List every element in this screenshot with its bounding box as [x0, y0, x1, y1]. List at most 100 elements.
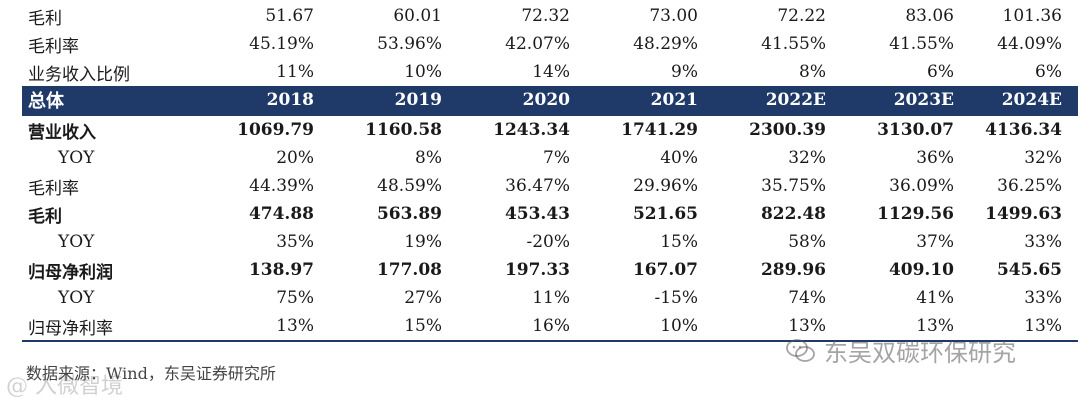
table-cell: 14% — [532, 62, 570, 82]
table-cell: 10% — [404, 62, 442, 82]
row-label: 总体 — [22, 86, 200, 115]
column-header: 2021 — [584, 86, 712, 115]
table-cell: 7% — [543, 148, 570, 168]
table-cell: 4136.34 — [968, 114, 1078, 144]
row-label: 归母净利润 — [28, 262, 113, 283]
table-cell: 73.00 — [649, 6, 698, 26]
table-cell: 45.19% — [249, 34, 314, 54]
column-header: 2018 — [200, 86, 328, 115]
wechat-icon — [786, 338, 815, 362]
table-row: 营业收入 1069.79 1160.58 1243.34 1741.29 2300.39 3… — [22, 114, 1078, 144]
table-cell: 20% — [276, 148, 314, 168]
row-label: 业务收入比例 — [28, 64, 130, 85]
table-cell: 35.75% — [761, 176, 826, 196]
table-cell: 72.32 — [521, 6, 570, 26]
table-cell: 8% — [415, 148, 442, 168]
table-body: 毛利 51.67 60.01 72.32 73.00 72.22 83.06 101.36 毛利… — [22, 2, 1078, 342]
table-cell: 72.22 — [777, 6, 826, 26]
table-row: 毛利率 44.39% 48.59% 36.47% 29.96% 35.75% 36.09% 3… — [22, 172, 1078, 200]
row-label: YOY — [58, 148, 95, 168]
financial-table: 毛利 51.67 60.01 72.32 73.00 72.22 83.06 101.36 毛利… — [22, 2, 1078, 342]
table-row: 归母净利润 138.97 177.08 197.33 167.07 289.96 409.1… — [22, 256, 1078, 284]
column-header: 2023E — [840, 86, 968, 115]
column-header: 2022E — [712, 86, 840, 115]
table-cell: 15% — [328, 312, 456, 342]
table-cell: 1741.29 — [584, 114, 712, 144]
table-row: YOY 35% 19% -20% 15% 58% 37% 33% — [22, 228, 1078, 256]
table-cell: 3130.07 — [840, 114, 968, 144]
table-cell: 409.10 — [888, 260, 954, 280]
table-cell: 138.97 — [248, 260, 314, 280]
row-label: 毛利率 — [28, 178, 79, 199]
row-label: 毛利率 — [28, 36, 79, 57]
table-cell: 9% — [671, 62, 698, 82]
row-label: 毛利 — [28, 8, 62, 29]
table-cell: 13% — [968, 312, 1078, 342]
table-cell: 13% — [712, 312, 840, 342]
brand-text: 东吴双碳环保研究 — [824, 339, 1016, 367]
table-cell: 1243.34 — [456, 114, 584, 144]
table-cell: 36.09% — [889, 176, 954, 196]
table-cell: 41.55% — [761, 34, 826, 54]
table-cell: 19% — [404, 232, 442, 252]
table-cell: -15% — [654, 288, 698, 308]
table-cell: 1160.58 — [328, 114, 456, 144]
table-cell: 36.25% — [997, 176, 1062, 196]
table-cell: 101.36 — [1002, 6, 1062, 26]
table-cell: 6% — [927, 62, 954, 82]
table-cell: 13% — [840, 312, 968, 342]
table-cell: 83.06 — [905, 6, 954, 26]
table-cell: 75% — [276, 288, 314, 308]
table-cell: 42.07% — [505, 34, 570, 54]
table-cell: 167.07 — [632, 260, 698, 280]
table-cell: 58% — [788, 232, 826, 252]
source-note: 数据来源：Wind，东吴证券研究所 — [26, 364, 276, 383]
table-cell: 10% — [584, 312, 712, 342]
table-cell: 53.96% — [377, 34, 442, 54]
row-label: 毛利 — [28, 206, 62, 227]
column-header: 2020 — [456, 86, 584, 115]
table-cell: 32% — [1024, 148, 1062, 168]
table-cell: 51.67 — [265, 6, 314, 26]
table-cell: 16% — [456, 312, 584, 342]
table-cell: 563.89 — [376, 204, 442, 224]
table-cell: 74% — [788, 288, 826, 308]
table-cell: 29.96% — [633, 176, 698, 196]
row-label: YOY — [58, 288, 95, 308]
table-cell: 40% — [660, 148, 698, 168]
table-row: 业务收入比例 11% 10% 14% 9% 8% 6% 6% — [22, 58, 1078, 86]
column-header: 2019 — [328, 86, 456, 115]
table-cell: 27% — [404, 288, 442, 308]
table-cell: 6% — [1035, 62, 1062, 82]
table-row: 归母净利率 13% 15% 16% 10% 13% 13% 13% — [22, 312, 1078, 342]
table-cell: 1069.79 — [200, 114, 328, 144]
table-cell: 521.65 — [632, 204, 698, 224]
table-cell: 37% — [916, 232, 954, 252]
table-cell: 44.09% — [997, 34, 1062, 54]
table-row: 毛利率 45.19% 53.96% 42.07% 48.29% 41.55% 41.55% 4… — [22, 30, 1078, 58]
table-cell: 33% — [1024, 232, 1062, 252]
table-cell: 32% — [788, 148, 826, 168]
table-cell: 2300.39 — [712, 114, 840, 144]
row-label: 归母净利率 — [22, 312, 200, 342]
table-cell: 1129.56 — [877, 204, 954, 224]
brand-watermark: 东吴双碳环保研究 — [786, 333, 1016, 368]
table-cell: 453.43 — [504, 204, 570, 224]
table-cell: 35% — [276, 232, 314, 252]
table-cell: 41.55% — [889, 34, 954, 54]
table-cell: 41% — [916, 288, 954, 308]
table-cell: 33% — [1024, 288, 1062, 308]
table-cell: 36.47% — [505, 176, 570, 196]
table-row: 毛利 474.88 563.89 453.43 521.65 822.48 1129.56 1… — [22, 200, 1078, 228]
table-row: 毛利 51.67 60.01 72.32 73.00 72.22 83.06 101.36 — [22, 2, 1078, 30]
table-cell: 474.88 — [248, 204, 314, 224]
table-cell: 822.48 — [760, 204, 826, 224]
table-cell: 48.59% — [377, 176, 442, 196]
column-header: 2024E — [968, 86, 1078, 115]
table-cell: -20% — [526, 232, 570, 252]
table-cell: 197.33 — [504, 260, 570, 280]
table-cell: 60.01 — [393, 6, 442, 26]
table-row: YOY 20% 8% 7% 40% 32% 36% 32% — [22, 144, 1078, 172]
table-cell: 15% — [660, 232, 698, 252]
watermark: @ 入微智境 — [6, 374, 123, 399]
